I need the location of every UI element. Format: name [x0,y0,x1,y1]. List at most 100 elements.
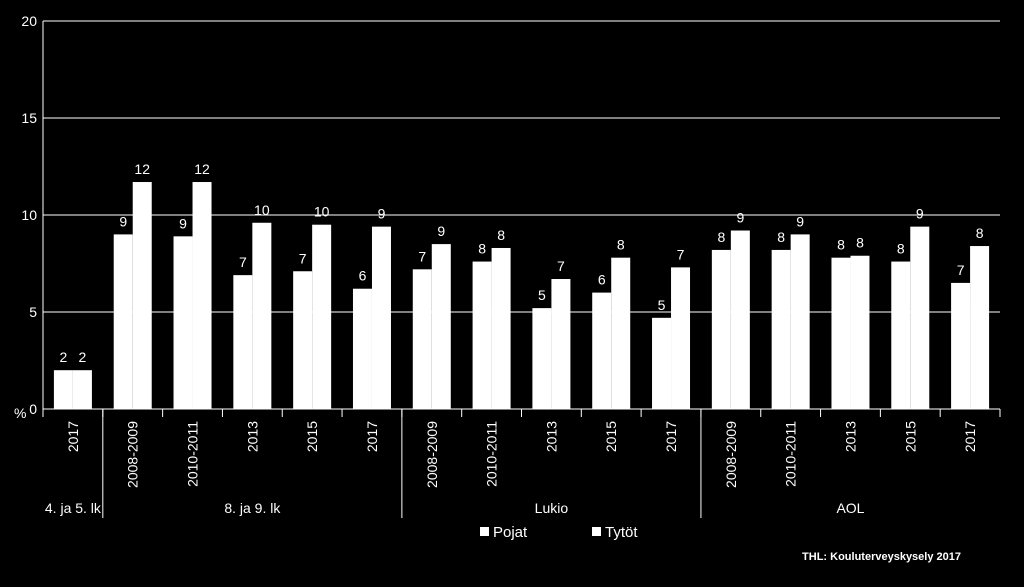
x-group-labels: 4. ja 5. lk 8. ja 9. lk Lukio AOL [45,500,865,516]
bar-pojat [352,288,372,409]
bar-pojat [412,269,432,409]
bar-value-label: 6 [598,272,606,288]
bar-value-label: 7 [957,262,965,278]
bar-value-label: 7 [677,246,685,262]
x-category-label: 2010-2011 [783,421,799,487]
y-tick-label: 10 [21,207,37,223]
x-category-label: 2008-2009 [125,421,141,488]
bar-value-label: 10 [314,204,330,220]
y-axis-label: % [14,405,26,421]
legend-swatch-tytot [592,527,601,536]
bar-value-label: 7 [418,248,426,264]
bar-value-label: 8 [777,229,785,245]
bar-value-label: 12 [134,161,150,177]
bar-value-label: 9 [796,213,804,229]
bar-pojat [951,282,971,409]
y-tick-label: 5 [29,304,37,320]
bar-value-label: 8 [478,241,486,257]
x-category-label: 2013 [244,421,260,452]
bar-value-label: 10 [254,202,270,218]
bar-value-label: 8 [497,227,505,243]
y-tick-label: 15 [21,110,37,126]
y-tick-label: 0 [29,401,37,417]
source-note: THL: Kouluterveyskysely 2017 [802,551,961,563]
legend: Pojat Tytöt [480,524,638,541]
y-tick-labels: 0 5 10 15 20 [21,13,37,417]
bar-tytot [371,226,391,409]
bar-pojat [53,370,73,409]
bar-value-label: 6 [359,268,367,284]
bar-pojat [233,275,253,409]
bar-pojat [173,236,193,409]
x-category-label: 2015 [603,421,619,452]
bar-tytot [970,246,990,409]
x-category-label: 2010-2011 [484,421,500,487]
x-group-label: 8. ja 9. lk [224,500,281,516]
bar-value-label: 9 [736,210,744,226]
bar-tytot [72,370,92,409]
legend-label-pojat: Pojat [493,524,528,541]
bar-value-label: 8 [837,237,845,253]
x-category-label: 2017 [962,421,978,452]
x-group-label: AOL [836,500,864,516]
bar-value-label: 9 [916,206,924,222]
bar-tytot [431,244,451,409]
bar-value-label: 8 [856,235,864,251]
bar-tytot [671,267,691,409]
bar-value-label: 9 [437,223,445,239]
axes [42,21,1001,518]
bars [53,182,990,409]
x-group-label: 4. ja 5. lk [45,500,102,516]
x-category-label: 2010-2011 [185,421,201,487]
bar-pojat [532,308,552,409]
bar-tytot [252,222,272,409]
bar-pojat [293,271,313,409]
bar-value-label: 5 [538,287,546,303]
bar-tytot [312,224,332,409]
x-category-labels: 2017 2008-2009 2010-2011 2013 2015 2017 2008-2… [65,421,978,488]
bar-value-label: 9 [378,206,386,222]
bar-value-label: 5 [658,297,666,313]
bar-value-label: 7 [239,254,247,270]
legend-swatch-pojat [480,527,489,536]
bar-value-label: 9 [119,213,127,229]
bar-pojat [891,261,911,409]
bar-tytot [850,255,870,409]
bar-pojat [472,261,492,409]
bar-value-label: 7 [299,250,307,266]
bar-tytot [910,226,930,409]
legend-label-tytot: Tytöt [605,524,638,541]
x-category-label: 2017 [364,421,380,452]
bar-value-label: 8 [897,241,905,257]
bar-pojat [771,249,791,409]
bar-value-label: 7 [557,258,565,274]
bar-tytot [611,257,631,409]
bar-value-label: 2 [79,349,87,365]
bar-value-label: 8 [617,237,625,253]
bar-value-label: 8 [976,225,984,241]
x-category-label: 2008-2009 [424,421,440,488]
x-category-label: 2015 [902,421,918,452]
bar-tytot [730,230,750,409]
bar-tytot [132,182,152,409]
x-category-label: 2017 [663,421,679,452]
bar-pojat [831,257,851,409]
x-category-label: 2017 [65,421,81,452]
bar-value-label: 2 [60,349,68,365]
bar-tytot [491,247,511,409]
bar-tytot [192,182,212,409]
bar-pojat [711,249,731,409]
bar-value-label: 8 [717,229,725,245]
bar-value-label: 9 [179,215,187,231]
x-category-label: 2013 [842,421,858,452]
bar-tytot [790,234,810,409]
bar-pojat [113,234,133,409]
bar-tytot [551,279,571,409]
x-group-label: Lukio [535,500,569,516]
x-category-label: 2015 [304,421,320,452]
x-category-label: 2008-2009 [723,421,739,488]
bar-pojat [652,317,672,409]
x-category-label: 2013 [543,421,559,452]
